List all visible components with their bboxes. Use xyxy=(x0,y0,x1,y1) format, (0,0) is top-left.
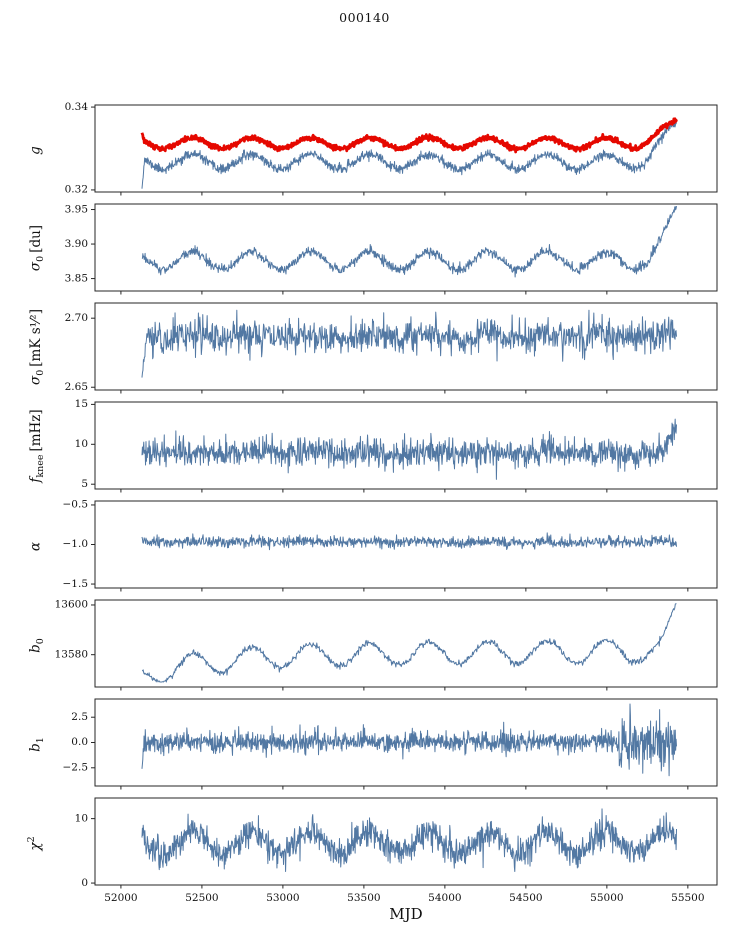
ylabel-sub-b0: 0 xyxy=(35,637,47,644)
y-axis-label-b0: b0 xyxy=(26,635,46,653)
y-axis-label-sigma0-du: σ0 [du] xyxy=(26,224,46,270)
ylabel-main-f-knee: f xyxy=(27,477,44,483)
ylabel-main-b1: b xyxy=(27,742,44,752)
ylabel-sub-sigma0-du: 0 xyxy=(35,255,47,262)
x-axis-label: MJD xyxy=(389,905,423,923)
ylabel-main-sigma0-mk: σ xyxy=(27,375,44,385)
y-axis-label-chi2: χ2 xyxy=(26,833,46,850)
ylabel-main-chi2: χ xyxy=(27,841,44,851)
ylabel-sub-sigma0-mk: 0 xyxy=(35,369,47,376)
ylabel-main-alpha: α xyxy=(27,541,44,551)
y-axis-label-sigma0-mk: σ0 [mK s¹⁄²] xyxy=(26,309,46,385)
ylabel-unit-sigma0-du: [du] xyxy=(27,224,44,253)
y-axis-label-f-knee: fknee [mHz] xyxy=(26,409,46,482)
figure-title: 000140 xyxy=(339,10,390,25)
ylabel-sup-chi2: 2 xyxy=(25,835,37,842)
ylabel-main-g: g xyxy=(27,145,44,155)
ylabel-sub-f-knee: knee xyxy=(35,454,47,478)
ylabel-main-sigma0-du: σ xyxy=(27,261,44,271)
ylabel-unit-sigma0-mk: [mK s¹⁄²] xyxy=(27,308,44,367)
y-axis-label-b1: b1 xyxy=(26,734,46,752)
ylabel-sub-b1: 1 xyxy=(35,736,47,743)
y-axis-label-alpha: α xyxy=(26,538,46,550)
y-axis-label-g: g xyxy=(26,143,46,155)
ylabel-unit-f-knee: [mHz] xyxy=(27,408,44,452)
ylabel-main-b0: b xyxy=(27,643,44,653)
